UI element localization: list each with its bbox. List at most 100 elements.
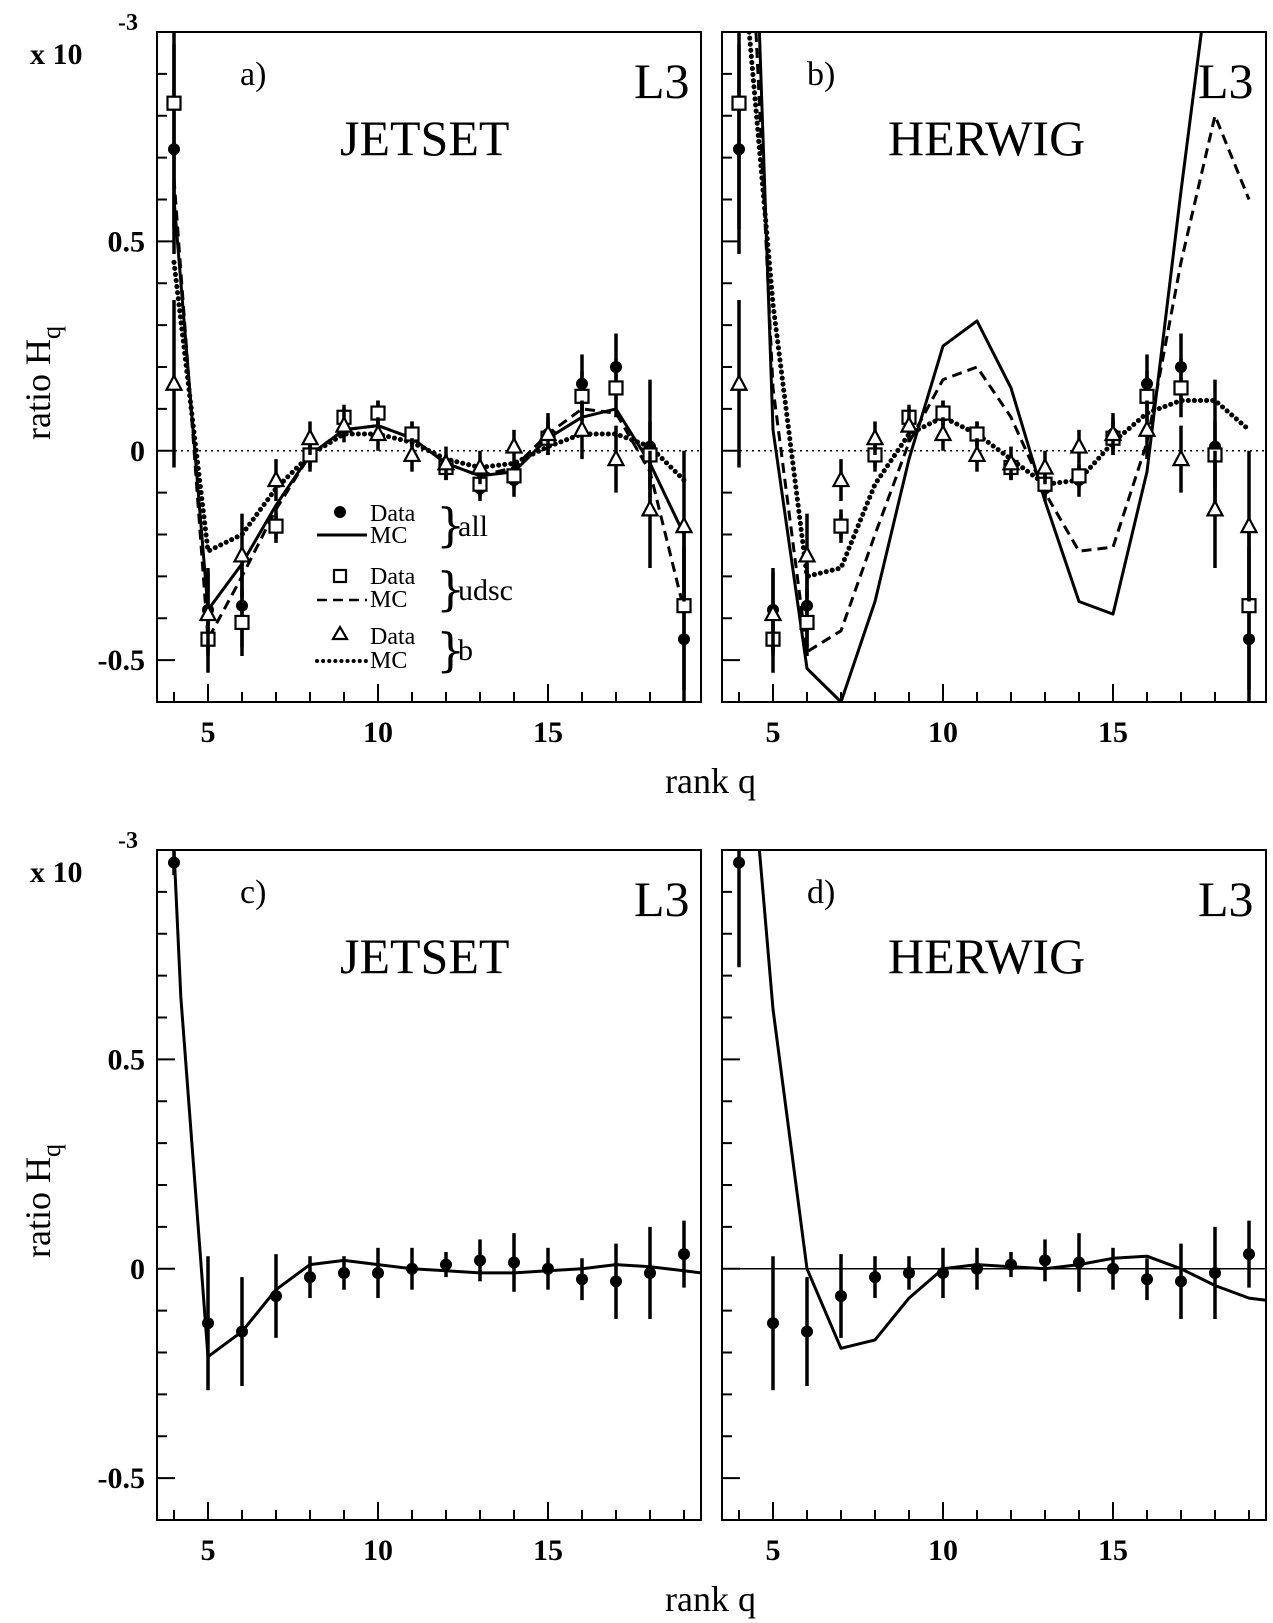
data-point-all bbox=[236, 1326, 248, 1338]
data-point-b bbox=[303, 430, 318, 444]
data-point-b bbox=[936, 426, 951, 440]
data-point-b bbox=[575, 422, 590, 436]
panel-d-marks bbox=[722, 758, 1266, 1390]
data-point-all bbox=[1141, 1273, 1153, 1285]
y-tick-label: 0 bbox=[130, 1253, 145, 1286]
data-point-all bbox=[835, 1290, 847, 1302]
data-point-all bbox=[168, 857, 180, 869]
data-point-all bbox=[801, 1326, 813, 1338]
data-point-b bbox=[834, 472, 849, 486]
data-point-b bbox=[1208, 501, 1223, 515]
x-tick-label: 10 bbox=[928, 716, 958, 749]
legend-b-data-marker bbox=[333, 627, 347, 639]
data-point-udsc bbox=[168, 97, 181, 110]
data-point-b bbox=[1072, 439, 1087, 453]
y-tick-label: -0.5 bbox=[98, 644, 146, 677]
x-tick-label: 15 bbox=[1098, 1534, 1128, 1567]
data-point-all bbox=[678, 1248, 690, 1260]
data-point-all bbox=[937, 1267, 949, 1279]
data-point-all bbox=[304, 1271, 316, 1283]
x-tick-label: 10 bbox=[363, 716, 393, 749]
y-tick-label: 0.5 bbox=[108, 1043, 146, 1076]
x-tick-label: 15 bbox=[533, 1534, 563, 1567]
data-point-b bbox=[643, 501, 658, 515]
data-point-all bbox=[1175, 1275, 1187, 1287]
legend-all-data-marker bbox=[334, 506, 346, 518]
data-point-all bbox=[1107, 1263, 1119, 1275]
data-point-all bbox=[1005, 1259, 1017, 1271]
panel-c-generator: JETSET bbox=[340, 928, 509, 984]
legend-b-mc-label: MC bbox=[370, 648, 407, 674]
panel-a-ylabel-main: ratio H bbox=[18, 339, 58, 440]
panel-b-generator: HERWIG bbox=[888, 110, 1085, 166]
data-point-b bbox=[868, 430, 883, 444]
y-tick-label: 0.5 bbox=[108, 225, 146, 258]
panel-c-experiment: L3 bbox=[634, 871, 690, 927]
data-point-b bbox=[507, 439, 522, 453]
panel-d-tag: d) bbox=[807, 874, 835, 911]
panel-b: 5 10 15 b) L3 HERWIG bbox=[722, 0, 1266, 749]
panel-a-generator: JETSET bbox=[340, 110, 509, 166]
data-point-all bbox=[1243, 1248, 1255, 1260]
x-tick-label: 5 bbox=[766, 1534, 781, 1567]
x-tick-label: 10 bbox=[363, 1534, 393, 1567]
legend-udsc-mc-label: MC bbox=[370, 587, 407, 613]
data-point-b bbox=[1174, 451, 1189, 465]
xlabel-top: rank q bbox=[665, 761, 756, 801]
data-point-all bbox=[338, 1267, 350, 1279]
x-tick-label: 15 bbox=[1098, 716, 1128, 749]
data-point-all bbox=[270, 1290, 282, 1302]
panel-c-scale-note: x 10 bbox=[30, 856, 83, 889]
x-tick-label: 15 bbox=[533, 716, 563, 749]
data-point-all bbox=[767, 1317, 779, 1329]
panel-c-ylabel: ratio Hq bbox=[18, 1144, 66, 1258]
y-tick-label: -0.5 bbox=[98, 1462, 146, 1495]
data-point-all bbox=[644, 1267, 656, 1279]
data-point-b bbox=[167, 376, 182, 390]
data-point-all bbox=[610, 1275, 622, 1287]
data-point-all bbox=[474, 1254, 486, 1266]
panel-a-legend: Data MC } all Data MC } udsc Data MC } b bbox=[317, 498, 513, 677]
data-point-udsc bbox=[1175, 381, 1188, 394]
data-point-all bbox=[576, 1273, 588, 1285]
panel-c-tag: c) bbox=[240, 874, 266, 911]
data-point-all bbox=[440, 1259, 452, 1271]
data-point-b bbox=[1242, 518, 1257, 532]
data-point-udsc bbox=[1073, 469, 1086, 482]
data-point-all bbox=[1039, 1254, 1051, 1266]
legend-b-group: b bbox=[458, 634, 473, 667]
data-point-udsc bbox=[236, 616, 249, 629]
data-point-b bbox=[732, 376, 747, 390]
data-point-all bbox=[406, 1263, 418, 1275]
data-point-b bbox=[609, 451, 624, 465]
legend-all-group: all bbox=[458, 510, 488, 543]
data-point-all bbox=[508, 1256, 520, 1268]
data-point-udsc bbox=[733, 97, 746, 110]
data-point-b bbox=[970, 447, 985, 461]
data-point-all bbox=[903, 1267, 915, 1279]
panel-d-generator: HERWIG bbox=[888, 928, 1085, 984]
x-tick-label: 5 bbox=[201, 716, 216, 749]
panel-b-tag: b) bbox=[807, 56, 835, 93]
panel-c-scale-exp: -3 bbox=[118, 828, 138, 854]
data-point-udsc bbox=[801, 616, 814, 629]
legend-udsc-group: udsc bbox=[458, 574, 513, 607]
data-point-all bbox=[372, 1267, 384, 1279]
data-point-all bbox=[1209, 1267, 1221, 1279]
data-point-all bbox=[1073, 1256, 1085, 1268]
data-point-b bbox=[405, 447, 420, 461]
mc-curve-all bbox=[174, 200, 684, 610]
panel-c-ylabel-main: ratio H bbox=[18, 1157, 58, 1258]
panel-a-tag: a) bbox=[240, 56, 266, 93]
data-point-all bbox=[202, 1317, 214, 1329]
x-tick-label: 5 bbox=[201, 1534, 216, 1567]
data-point-all bbox=[733, 857, 745, 869]
data-point-udsc bbox=[610, 381, 623, 394]
data-point-udsc bbox=[508, 469, 521, 482]
panel-a-scale-exp: -3 bbox=[118, 10, 138, 36]
x-tick-label: 10 bbox=[928, 1534, 958, 1567]
mc-curve-b bbox=[174, 262, 684, 551]
legend-all-mc-label: MC bbox=[370, 523, 407, 549]
panel-a-ylabel-sub: q bbox=[37, 326, 66, 339]
panel-a: 5 10 15-0.500.5 a) L3 JETSET x 10 -3 ratio… bbox=[18, 0, 701, 749]
